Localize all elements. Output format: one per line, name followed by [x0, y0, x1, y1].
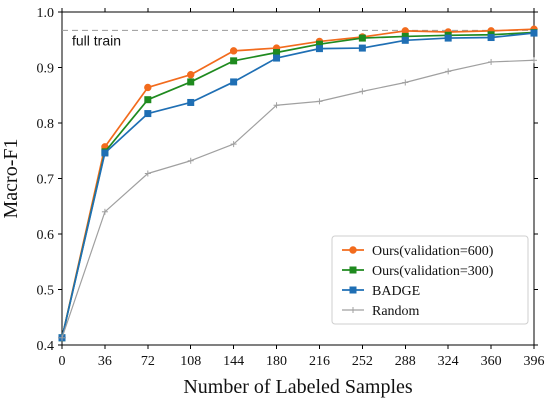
plot-layer: 0 36 72 108 144 180 216 252 288 324 360 396 0.4 0.5 0.…: [37, 6, 545, 369]
series-marker: [230, 57, 238, 65]
x-tick-label: 180: [266, 354, 287, 369]
x-tick-label: 144: [223, 354, 244, 369]
series-line: [61, 59, 535, 338]
series-marker: [144, 83, 152, 92]
y-tick-label: 0.5: [37, 284, 55, 299]
y-tick-label: 0.6: [37, 228, 55, 243]
series-marker: [229, 47, 238, 55]
series-line: [61, 31, 535, 338]
legend-marker: [349, 246, 357, 254]
legend-box: [331, 235, 529, 325]
y-tick-label: 0.7: [37, 173, 55, 188]
legend-label: Ours(validation=300): [372, 264, 494, 279]
series-marker: [315, 45, 323, 53]
legend-label: BADGE: [372, 284, 420, 299]
legend-marker: [349, 266, 357, 274]
series-marker: [187, 71, 195, 79]
y-tick-label: 0.8: [37, 117, 55, 132]
y-tick-label: 1.0: [37, 6, 55, 21]
legend-label: Random: [372, 304, 420, 319]
legend-label: Ours(validation=600): [372, 244, 494, 259]
x-tick-label: 288: [395, 354, 416, 369]
legend: Ours(validation=600) Ours(validation=300)…: [331, 235, 529, 325]
series-marker: [101, 149, 109, 157]
x-tick-label: 216: [309, 354, 330, 369]
series-line: [61, 32, 535, 338]
full-train-label: full train: [72, 32, 121, 48]
y-tick-label: 0.4: [37, 339, 55, 354]
y-axis-label: Macro-F1: [0, 139, 22, 219]
x-axis-label: Number of Labeled Samples: [183, 376, 413, 398]
series-marker: [230, 78, 238, 86]
series-marker: [487, 34, 495, 42]
series-line: [61, 28, 535, 338]
x-tick-label: 396: [524, 354, 545, 369]
x-tick-label: 0: [59, 354, 66, 369]
series-marker: [144, 110, 152, 118]
x-tick-label: 324: [438, 354, 459, 369]
series-marker: [273, 54, 281, 62]
series-marker: [358, 44, 366, 52]
series-marker: [187, 78, 195, 86]
x-tick-label: 72: [141, 354, 155, 369]
x-tick-label: 252: [352, 354, 373, 369]
series-marker: [401, 36, 409, 44]
series-marker: [187, 98, 195, 106]
x-tick-label: 108: [180, 354, 201, 369]
series-marker: [530, 29, 538, 37]
y-tick-label: 0.9: [37, 62, 55, 77]
x-tick-label: 360: [481, 354, 502, 369]
series-marker: [358, 34, 366, 42]
series-marker: [444, 34, 452, 42]
legend-marker: [349, 286, 357, 294]
series-marker: [144, 96, 152, 104]
x-tick-label: 36: [98, 354, 112, 369]
